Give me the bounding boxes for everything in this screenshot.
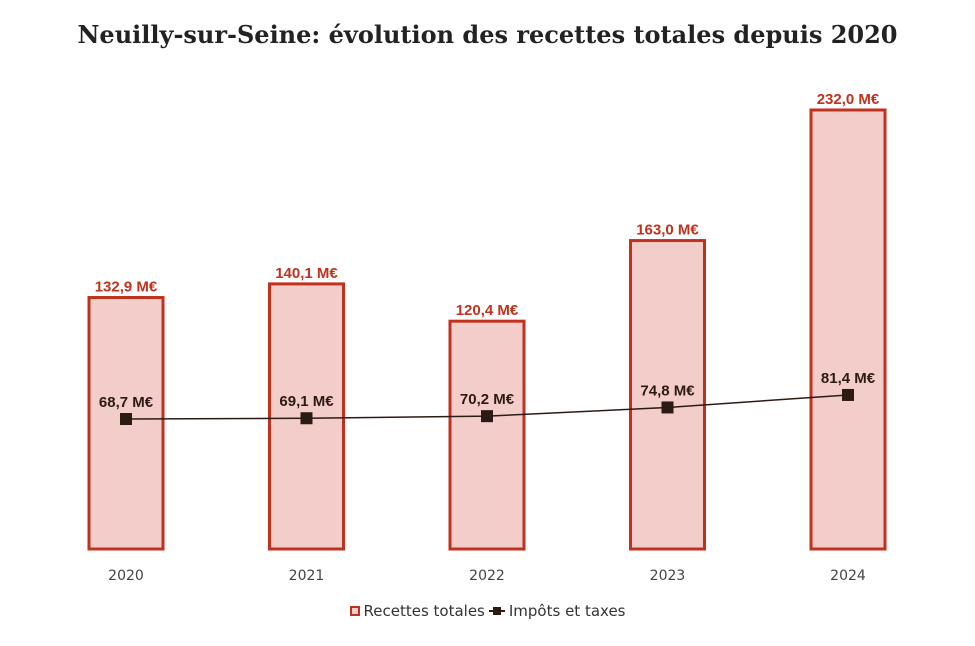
x-tick-label: 2020 — [108, 568, 144, 584]
bar-value-label: 232,0 M€ — [817, 91, 880, 108]
bar-2022 — [448, 319, 526, 551]
legend-bar-swatch — [349, 606, 360, 616]
legend-label-impots: Impôts et taxes — [508, 602, 626, 620]
line-value-label: 70,2 M€ — [460, 391, 515, 408]
bar-value-label: 120,4 M€ — [456, 302, 519, 319]
line-value-label: 74,8 M€ — [640, 382, 695, 399]
chart-area: 132,9 M€ 2020 140,1 M€ 2021 120,4 M€ 2022 163,… — [87, 91, 887, 584]
impots-point-2023 — [661, 401, 674, 414]
impots-point-2020 — [120, 413, 132, 426]
x-tick-label: 2021 — [289, 568, 325, 584]
bar-2023 — [629, 239, 706, 551]
impots-point-2021 — [300, 412, 313, 425]
x-tick-label: 2024 — [830, 568, 866, 584]
legend-item-recettes[interactable]: Recettes totales — [349, 602, 485, 620]
bar-2024 — [809, 108, 887, 551]
impots-point-2022 — [481, 410, 493, 423]
legend-label-recettes: Recettes totales — [363, 602, 485, 620]
x-tick-label: 2022 — [469, 568, 505, 584]
bar-value-label: 132,9 M€ — [95, 279, 158, 296]
impots-point-2024 — [842, 388, 854, 401]
legend: Recettes totales Impôts et taxes — [0, 602, 975, 620]
legend-item-impots[interactable]: Impôts et taxes — [488, 602, 626, 620]
x-tick-label: 2023 — [650, 568, 686, 584]
legend-line-swatch — [488, 606, 505, 616]
line-value-label: 69,1 M€ — [279, 393, 334, 410]
line-value-label: 81,4 M€ — [821, 370, 876, 387]
bar-value-label: 140,1 M€ — [275, 265, 338, 282]
bar-value-label: 163,0 M€ — [636, 222, 699, 239]
chart-title: Neuilly-sur-Seine: évolution des recette… — [77, 20, 898, 49]
line-value-label: 68,7 M€ — [99, 394, 154, 411]
